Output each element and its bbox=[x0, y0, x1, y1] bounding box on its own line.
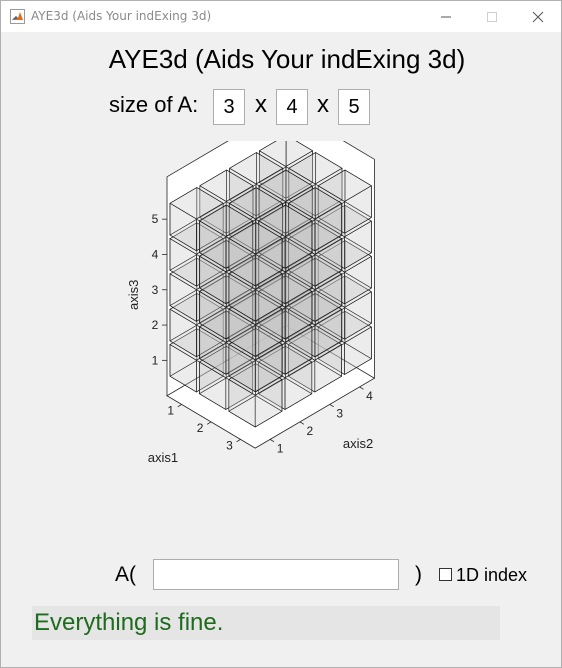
minimize-button[interactable] bbox=[423, 1, 469, 32]
cube-face bbox=[228, 343, 256, 392]
size-label: size of A: bbox=[109, 92, 199, 117]
cube-face bbox=[228, 308, 256, 357]
cube-element[interactable] bbox=[228, 257, 283, 322]
axis1-tick bbox=[177, 404, 182, 408]
cube-element[interactable] bbox=[228, 328, 283, 392]
minimize-icon bbox=[441, 16, 451, 18]
axis2-tick-label: 4 bbox=[366, 389, 373, 403]
times-sign-1: x bbox=[255, 91, 267, 118]
axis2-tick bbox=[269, 439, 275, 443]
maximize-icon bbox=[487, 12, 497, 22]
axis2-tick bbox=[329, 404, 334, 408]
index-prefix-label: A( bbox=[115, 563, 136, 586]
matlab-icon bbox=[10, 9, 25, 24]
times-sign-2: x bbox=[317, 91, 329, 118]
cube-face bbox=[228, 238, 256, 287]
axis2-tick bbox=[299, 421, 305, 425]
axis3-tick-label: 1 bbox=[152, 353, 159, 367]
dim3-input[interactable] bbox=[338, 89, 370, 125]
cube-face bbox=[169, 344, 197, 393]
axis3-tick-label: 4 bbox=[152, 247, 159, 261]
cube-face bbox=[169, 308, 197, 357]
cube-element[interactable] bbox=[317, 169, 372, 234]
close-icon bbox=[532, 11, 544, 23]
index-suffix-label: ) bbox=[415, 563, 422, 586]
title-bar: AYE3d (Aids Your indExing 3d) bbox=[1, 1, 561, 32]
axis2-tick bbox=[359, 386, 364, 390]
page-title: AYE3d (Aids Your indExing 3d) bbox=[108, 44, 466, 74]
cube-element[interactable] bbox=[199, 204, 253, 269]
axis1-tick bbox=[236, 439, 241, 443]
index-input[interactable] bbox=[153, 559, 399, 590]
cube-plot-3d[interactable]: 1 2 3 1 2 3 4 1 2 3 4 5 axis1 axis2 axis3 bbox=[101, 141, 441, 556]
cube-face bbox=[228, 379, 256, 428]
maximize-button[interactable] bbox=[469, 1, 515, 32]
axis1-tick-label: 2 bbox=[197, 421, 204, 435]
status-message: Everything is fine. bbox=[32, 606, 500, 640]
axis2-label: axis2 bbox=[343, 436, 373, 451]
axis1-tick-label: 3 bbox=[226, 438, 233, 452]
cube-face bbox=[199, 361, 227, 410]
cube-element[interactable] bbox=[228, 363, 283, 428]
dim1-input[interactable] bbox=[213, 89, 245, 125]
close-button[interactable] bbox=[515, 1, 561, 32]
axis2-tick-label: 1 bbox=[277, 441, 284, 455]
one-d-index-checkbox[interactable] bbox=[439, 568, 452, 581]
window-title: AYE3d (Aids Your indExing 3d) bbox=[31, 9, 212, 23]
cube-element[interactable] bbox=[228, 222, 283, 287]
cube-face bbox=[199, 220, 227, 269]
cube-face bbox=[199, 326, 227, 375]
axis3-tick-label: 2 bbox=[152, 318, 159, 332]
axis1-tick-label: 1 bbox=[167, 403, 174, 417]
cube-element[interactable] bbox=[288, 187, 342, 252]
one-d-index-toggle[interactable]: 1D index bbox=[435, 564, 537, 590]
one-d-index-label: 1D index bbox=[456, 565, 528, 585]
cube-face bbox=[199, 291, 227, 340]
cube-face bbox=[169, 238, 197, 287]
cube-face bbox=[199, 255, 227, 304]
axis3-tick-label: 5 bbox=[152, 212, 159, 226]
cube-face bbox=[169, 202, 197, 252]
axis1-label: axis1 bbox=[148, 450, 178, 465]
cube-face bbox=[228, 273, 256, 322]
axis2-tick-label: 2 bbox=[307, 424, 314, 438]
cube-face bbox=[169, 273, 197, 322]
axis1-tick bbox=[206, 421, 212, 425]
axis3-tick-label: 3 bbox=[152, 283, 159, 297]
axis3-label: axis3 bbox=[126, 280, 141, 310]
axis2-tick-label: 3 bbox=[336, 406, 343, 420]
dim2-input[interactable] bbox=[276, 89, 308, 125]
